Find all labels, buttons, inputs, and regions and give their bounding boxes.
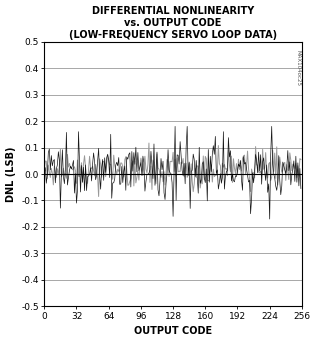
Title: DIFFERENTIAL NONLINEARITY
vs. OUTPUT CODE
(LOW-FREQUENCY SERVO LOOP DATA): DIFFERENTIAL NONLINEARITY vs. OUTPUT COD… (69, 5, 277, 40)
Text: MAX104oc25: MAX104oc25 (295, 50, 301, 86)
X-axis label: OUTPUT CODE: OUTPUT CODE (134, 327, 212, 337)
Y-axis label: DNL (LSB): DNL (LSB) (6, 146, 15, 202)
